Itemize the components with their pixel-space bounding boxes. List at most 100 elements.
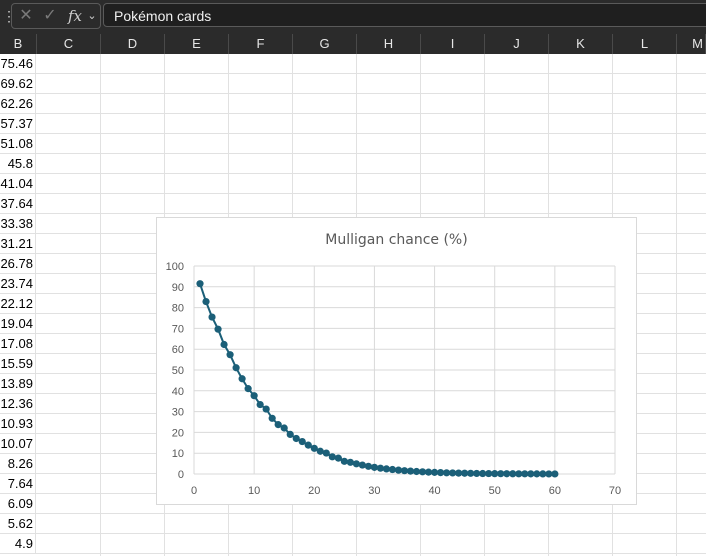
more-options-icon[interactable]: ⋮ [2, 8, 16, 24]
check-icon[interactable]: ✓ [43, 7, 57, 24]
data-point [238, 375, 246, 383]
y-tick-label: 80 [172, 303, 184, 315]
table-row: 75.46 [0, 54, 706, 74]
data-point [328, 453, 336, 461]
formula-input[interactable]: Pokémon cards [103, 3, 706, 27]
data-point [268, 414, 276, 422]
column-header-m[interactable]: M [677, 34, 706, 54]
x-tick-label: 60 [549, 485, 561, 497]
cell-b[interactable]: 33.38 [0, 214, 36, 234]
data-point [232, 364, 240, 372]
column-header-g[interactable]: G [293, 34, 357, 54]
y-tick-label: 90 [172, 282, 184, 294]
gridline [676, 54, 677, 556]
column-headers: B C D E F G H I J K L M [0, 34, 706, 54]
data-point [316, 447, 324, 455]
cell-b[interactable]: 6.09 [0, 494, 36, 514]
cell-b[interactable]: 57.37 [0, 114, 36, 134]
data-point [298, 437, 306, 446]
cell-b[interactable]: 19.04 [0, 314, 36, 334]
y-tick-label: 60 [172, 344, 184, 356]
table-row: 45.8 [0, 154, 706, 174]
column-header-k[interactable]: K [549, 34, 613, 54]
cell-b[interactable]: 69.62 [0, 74, 36, 94]
table-row: 41.04 [0, 174, 706, 194]
cell-b[interactable]: 15.59 [0, 354, 36, 374]
cell-b[interactable]: 13.89 [0, 374, 36, 394]
data-point [382, 465, 391, 473]
cell-b[interactable]: 12.36 [0, 394, 36, 414]
column-header-j[interactable]: J [485, 34, 549, 54]
data-point [491, 470, 499, 478]
data-point [352, 460, 360, 468]
cell-b[interactable]: 51.08 [0, 134, 36, 154]
x-tick-label: 50 [489, 485, 501, 497]
column-header-c[interactable]: C [37, 34, 101, 54]
table-row: 6.09 [0, 494, 706, 514]
data-point [545, 470, 553, 478]
data-point [455, 469, 463, 477]
cell-b[interactable]: 31.21 [0, 234, 36, 254]
data-point [509, 470, 517, 478]
y-tick-label: 70 [172, 323, 184, 335]
y-tick-label: 10 [172, 448, 184, 460]
column-header-e[interactable]: E [165, 34, 229, 54]
y-tick-label: 0 [178, 469, 184, 481]
cell-b[interactable]: 17.08 [0, 334, 36, 354]
chart-title: Mulligan chance (%) [325, 232, 468, 248]
column-header-l[interactable]: L [613, 34, 677, 54]
data-point [485, 469, 493, 478]
data-point [220, 340, 228, 349]
data-point [406, 467, 415, 475]
column-header-f[interactable]: F [229, 34, 293, 54]
y-tick-label: 50 [172, 365, 184, 377]
cell-b[interactable]: 4.9 [0, 534, 36, 554]
chart[interactable]: Mulligan chance (%) 0 10 20 30 40 50 60 70 80 90 1… [156, 217, 637, 505]
cell-b[interactable]: 8.26 [0, 454, 36, 474]
gridline [100, 54, 101, 556]
data-point [262, 405, 270, 413]
data-point [461, 469, 469, 477]
cell-b[interactable]: 26.78 [0, 254, 36, 274]
column-header-i[interactable]: I [421, 34, 485, 54]
table-row: 51.08 [0, 134, 706, 154]
data-point [256, 400, 264, 409]
data-point [304, 441, 312, 449]
data-point [551, 470, 559, 478]
data-point [388, 465, 397, 474]
cell-b[interactable]: 45.8 [0, 154, 36, 174]
table-row: 57.37 [0, 114, 706, 134]
y-tick-label: 100 [166, 261, 184, 273]
column-header-b[interactable]: B [0, 34, 37, 54]
cell-b[interactable]: 10.93 [0, 414, 36, 434]
cell-b[interactable]: 75.46 [0, 54, 36, 74]
close-icon[interactable]: ✕ [19, 7, 33, 24]
series-line [199, 283, 555, 475]
cell-b[interactable]: 37.64 [0, 194, 36, 214]
data-point [226, 351, 234, 359]
x-tick-label: 70 [609, 485, 621, 497]
fx-icon[interactable]: fx [67, 7, 82, 25]
data-point [539, 470, 547, 478]
data-point [274, 421, 282, 429]
cell-b[interactable]: 22.12 [0, 294, 36, 314]
x-tick-label: 40 [428, 485, 440, 497]
y-tick-label: 40 [172, 386, 184, 398]
cell-b[interactable]: 23.74 [0, 274, 36, 294]
cell-b[interactable]: 5.62 [0, 514, 36, 534]
cell-b[interactable]: 10.07 [0, 434, 36, 454]
cell-b[interactable]: 41.04 [0, 174, 36, 194]
cell-b[interactable]: 62.26 [0, 94, 36, 114]
y-tick-label: 20 [172, 427, 184, 439]
data-point [436, 469, 445, 477]
chevron-down-icon[interactable]: ⌄ [87, 10, 97, 22]
column-header-h[interactable]: H [357, 34, 421, 54]
data-point [322, 449, 330, 457]
data-point [376, 464, 385, 472]
table-row: 69.62 [0, 74, 706, 94]
cell-b[interactable]: 7.64 [0, 474, 36, 494]
data-point [286, 430, 294, 438]
column-header-d[interactable]: D [101, 34, 165, 54]
x-tick-label: 0 [191, 485, 197, 497]
y-tick-label: 30 [172, 407, 184, 419]
